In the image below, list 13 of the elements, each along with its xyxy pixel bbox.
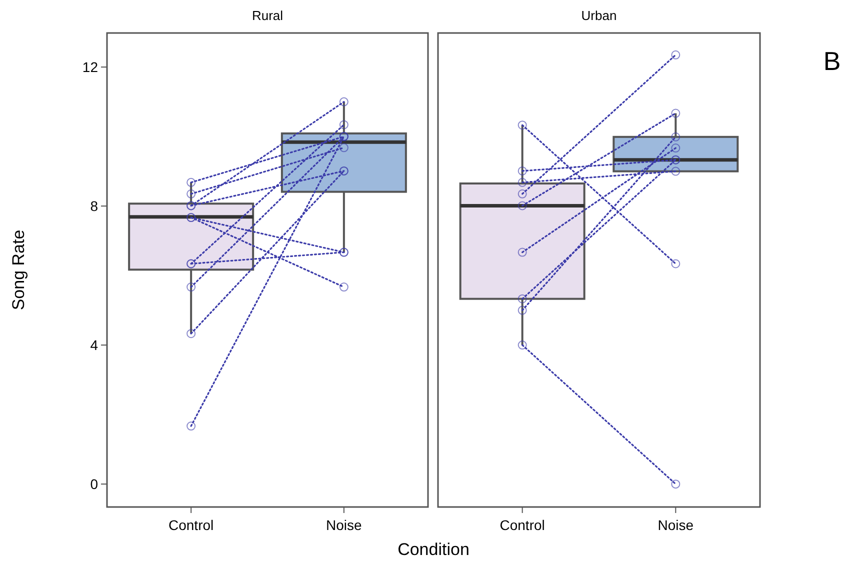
x-tick-label: Control [168,517,214,533]
y-tick-label: 12 [82,58,98,75]
x-tick-label: Noise [326,517,362,533]
y-axis-title: Song Rate [9,230,28,310]
y-tick-label: 0 [90,476,98,492]
text: B [823,46,841,76]
x-axis-title: Condition [398,540,470,559]
y-tick-label: 8 [90,198,98,214]
chart-title: Urban [581,8,617,23]
x-tick-label: Control [500,517,545,533]
x-tick-label: Noise [658,517,694,533]
y-tick-label: 4 [90,336,98,353]
chart-title: Rural [252,8,284,23]
